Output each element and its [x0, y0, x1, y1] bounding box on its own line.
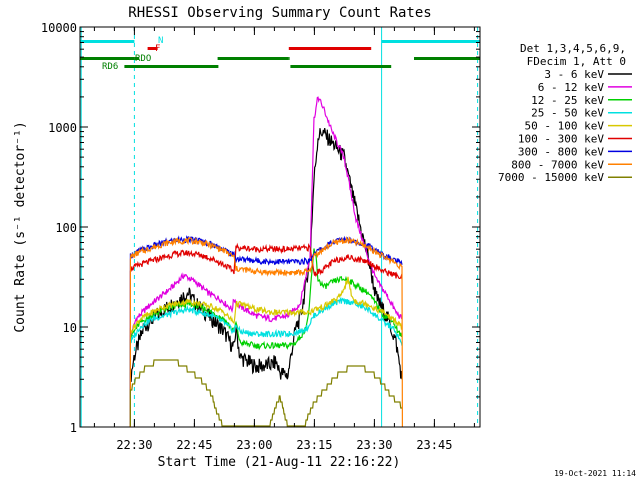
- legend-label: 6 - 12 keV: [538, 81, 605, 94]
- y-axis: 1 10 100 1000 10000: [41, 21, 480, 435]
- x-tick-label: 23:30: [356, 438, 392, 452]
- state-bar-label-3: RDO: [135, 54, 151, 64]
- state-bar-label-2: F: [155, 44, 160, 54]
- x-axis-label: Start Time (21-Aug-11 22:16:22): [158, 455, 401, 470]
- x-tick-label: 22:30: [116, 438, 152, 452]
- series-line-50-100-kev: [129, 276, 403, 427]
- y-tick-label: 100: [55, 221, 77, 235]
- legend-label: 25 - 50 keV: [531, 107, 604, 120]
- state-bar-label-1: N: [158, 36, 163, 46]
- x-tick-label: 22:45: [176, 438, 212, 452]
- series-line-7000-15000-kev: [129, 359, 402, 427]
- legend-label: 12 - 25 keV: [531, 94, 604, 107]
- series-line-12-25-kev: [129, 248, 403, 427]
- state-bar-label-4: RD6: [102, 62, 118, 72]
- legend-label: 300 - 800 keV: [518, 145, 604, 158]
- series-line-6-12-kev: [129, 96, 403, 427]
- legend-label: 100 - 300 keV: [518, 133, 604, 146]
- chart-title: RHESSI Observing Summary Count Rates: [128, 5, 431, 21]
- legend-label: 50 - 100 keV: [525, 120, 605, 133]
- series-line-800-7000-kev: [129, 236, 403, 427]
- x-axis: 22:30 22:45 23:00 23:15 23:30 23:45: [93, 27, 475, 452]
- y-tick-label: 10: [63, 321, 77, 335]
- y-tick-label: 1: [70, 421, 77, 435]
- footer-date: 19-Oct-2021 11:14: [554, 469, 636, 478]
- series-line-25-50-kev: [129, 296, 403, 427]
- y-axis-label: Count Rate (s⁻¹ detector⁻¹): [13, 121, 28, 332]
- legend-header-line-2: FDecim 1, Att 0: [527, 55, 626, 68]
- y-tick-label: 10000: [41, 21, 77, 35]
- plot-area: NF RDO RD6: [80, 27, 480, 427]
- plot-frame: [79, 26, 481, 428]
- series-line-3-6-kev: [129, 127, 403, 427]
- legend-label: 3 - 6 keV: [544, 68, 604, 81]
- legend-label: 800 - 7000 keV: [511, 158, 604, 171]
- x-tick-label: 23:15: [296, 438, 332, 452]
- legend-header-line-1: Det 1,3,4,5,6,9,: [520, 42, 626, 55]
- legend-label: 7000 - 15000 keV: [498, 171, 604, 184]
- x-tick-label: 23:45: [416, 438, 452, 452]
- x-tick-label: 23:00: [236, 438, 272, 452]
- series-line-300-800-kev: [129, 235, 403, 425]
- series-line-100-300-kev: [129, 242, 403, 427]
- legend: Det 1,3,4,5,6,9, FDecim 1, Att 0 3 - 6 k…: [498, 42, 632, 184]
- y-tick-label: 1000: [48, 121, 77, 135]
